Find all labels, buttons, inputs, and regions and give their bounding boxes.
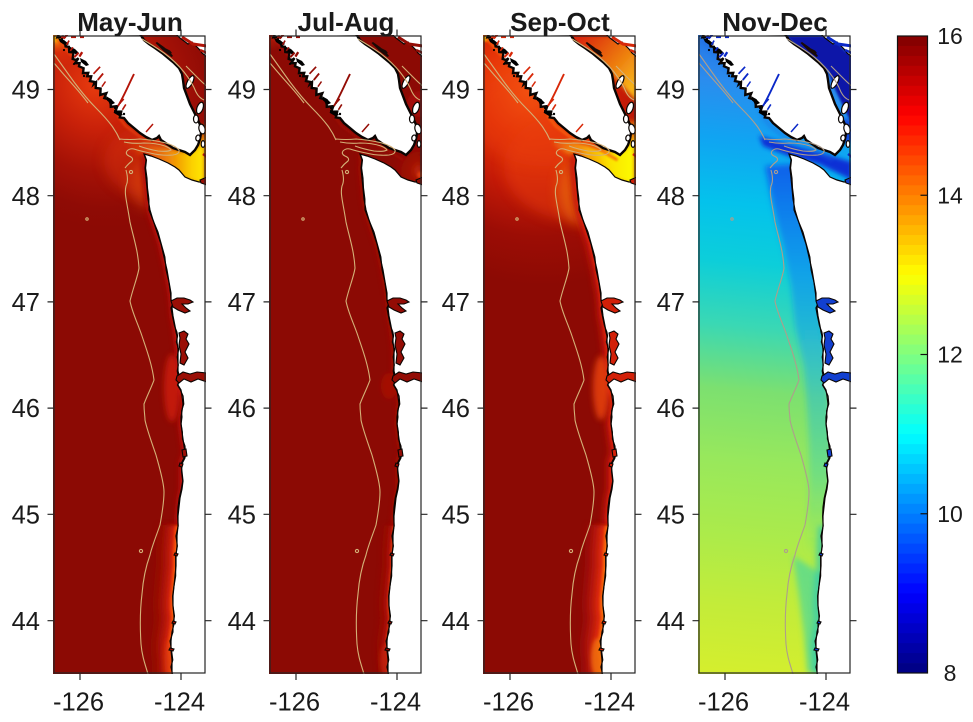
svg-text:-126: -126 <box>698 689 749 717</box>
svg-text:46: 46 <box>228 395 256 423</box>
svg-text:8: 8 <box>944 660 957 686</box>
svg-text:48: 48 <box>228 183 256 211</box>
svg-text:-124: -124 <box>154 689 205 717</box>
svg-text:47: 47 <box>12 289 40 317</box>
svg-text:46: 46 <box>442 395 470 423</box>
svg-text:-124: -124 <box>584 689 635 717</box>
svg-text:Nov-Dec: Nov-Dec <box>722 7 827 37</box>
svg-text:-126: -126 <box>53 689 104 717</box>
svg-text:45: 45 <box>657 501 685 529</box>
svg-text:44: 44 <box>657 608 685 636</box>
svg-text:47: 47 <box>228 289 256 317</box>
svg-text:May-Jun: May-Jun <box>77 7 182 37</box>
svg-text:47: 47 <box>442 289 470 317</box>
svg-text:49: 49 <box>442 77 470 105</box>
svg-text:45: 45 <box>442 501 470 529</box>
svg-text:45: 45 <box>228 501 256 529</box>
svg-text:Jul-Aug: Jul-Aug <box>298 7 395 37</box>
svg-text:-126: -126 <box>483 689 534 717</box>
svg-text:12: 12 <box>937 342 963 368</box>
svg-text:46: 46 <box>12 395 40 423</box>
svg-text:48: 48 <box>442 183 470 211</box>
svg-text:49: 49 <box>228 77 256 105</box>
svg-text:49: 49 <box>657 77 685 105</box>
svg-text:49: 49 <box>12 77 40 105</box>
svg-text:46: 46 <box>657 395 685 423</box>
svg-text:10: 10 <box>937 501 963 527</box>
svg-text:44: 44 <box>12 608 40 636</box>
svg-text:Sep-Oct: Sep-Oct <box>510 7 610 37</box>
svg-text:-126: -126 <box>269 689 320 717</box>
svg-text:16: 16 <box>937 23 963 49</box>
svg-text:48: 48 <box>12 183 40 211</box>
svg-text:44: 44 <box>442 608 470 636</box>
svg-text:45: 45 <box>12 501 40 529</box>
svg-text:48: 48 <box>657 183 685 211</box>
svg-text:44: 44 <box>228 608 256 636</box>
svg-text:-124: -124 <box>799 689 850 717</box>
svg-text:14: 14 <box>937 182 963 208</box>
svg-text:-124: -124 <box>370 689 421 717</box>
svg-text:47: 47 <box>657 289 685 317</box>
